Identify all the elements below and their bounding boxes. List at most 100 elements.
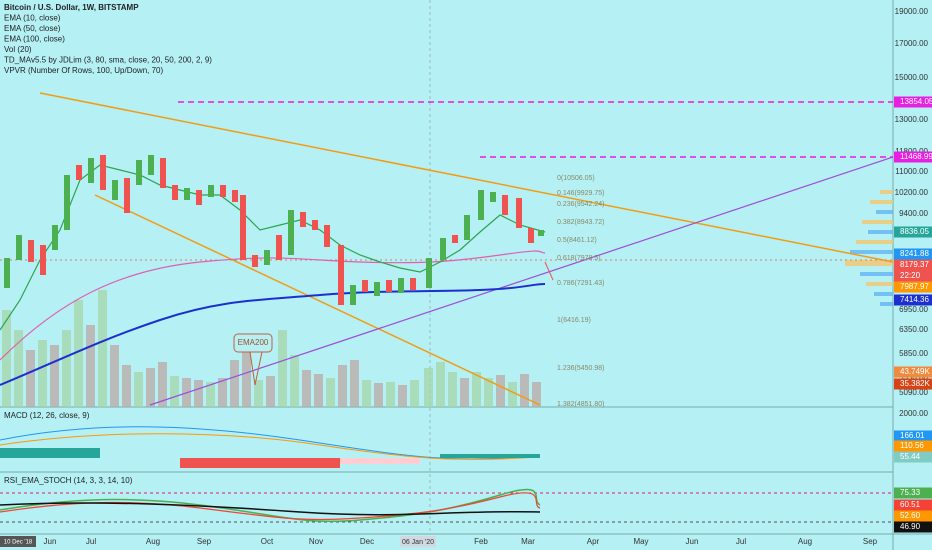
time-label: 06 Jan '20 xyxy=(402,539,434,546)
ema-50 xyxy=(0,250,546,361)
price-tag-label: 7414.36 xyxy=(900,295,929,304)
price-tag xyxy=(894,96,932,108)
time-label: Apr xyxy=(587,537,600,546)
indicator-legend: Vol (20) xyxy=(4,45,32,54)
price-tag-label: 35.382K xyxy=(900,379,930,388)
time-label: Oct xyxy=(261,537,274,546)
macd-axis-label: 2000.00 xyxy=(899,409,928,418)
price-tag-label: 46.90 xyxy=(900,522,921,531)
indicator-legend: EMA (10, close) xyxy=(4,14,61,23)
price-tag-label: 8179.37 xyxy=(900,260,929,269)
trend-line xyxy=(149,156,894,406)
time-label: May xyxy=(633,537,648,546)
price-tag xyxy=(894,259,932,271)
price-label: 5850.00 xyxy=(899,349,928,358)
trend-line xyxy=(39,92,894,263)
price-tag-label: 52.60 xyxy=(900,511,921,520)
time-label: Nov xyxy=(309,537,323,546)
time-label: Aug xyxy=(798,537,812,546)
price-tag xyxy=(894,521,932,533)
price-tag xyxy=(894,378,932,390)
time-label: Jul xyxy=(736,537,746,546)
price-label: 10200.00 xyxy=(895,188,929,197)
time-label: Jun xyxy=(686,537,699,546)
price-tag xyxy=(894,270,932,282)
ema-100 xyxy=(0,283,546,386)
price-tag-label: 8836.05 xyxy=(900,227,929,236)
price-label: 5090.00 xyxy=(899,388,928,397)
time-tag xyxy=(0,536,36,547)
annotation-box xyxy=(233,333,273,353)
fib-level: 0.5(8461.12) xyxy=(557,237,597,244)
price-label: 9400.00 xyxy=(899,209,928,218)
time-label: 10 Dec '18 xyxy=(4,540,33,546)
price-tag xyxy=(894,294,932,306)
time-label: Sep xyxy=(197,537,212,546)
arrow xyxy=(544,261,554,281)
fib-level: 1.236(5450.98) xyxy=(557,365,604,372)
time-label: Jul xyxy=(86,537,96,546)
price-tag-label: 43.749K xyxy=(900,367,930,376)
price-tag xyxy=(894,151,932,163)
volume-profile xyxy=(845,190,893,306)
price-label: 6950.00 xyxy=(899,305,928,314)
price-tag xyxy=(894,487,932,499)
fib-level: 1(6416.19) xyxy=(557,317,591,324)
rsi-ema xyxy=(0,502,541,516)
time-label: Feb xyxy=(474,537,488,546)
time-label: Jun xyxy=(44,537,57,546)
fib-level: 0.786(7291.43) xyxy=(557,280,604,287)
price-tag-label: 13854.05 xyxy=(900,97,932,106)
price-tag-label: 75.33 xyxy=(900,488,921,497)
macd-title: MACD (12, 26, close, 9) xyxy=(4,411,90,420)
price-label: 19000.00 xyxy=(895,7,929,16)
price-label: 6350.00 xyxy=(899,325,928,334)
price-label: 15000.00 xyxy=(895,73,929,82)
price-label: 5350.00 xyxy=(899,373,928,382)
price-tag xyxy=(894,281,932,293)
rsi-title: RSI_EMA_STOCH (14, 3, 3, 14, 10) xyxy=(4,476,133,485)
symbol-title: Bitcoin / U.S. Dollar, 1W, BITSTAMP xyxy=(4,3,139,12)
fib-level: 0.146(9929.75) xyxy=(557,190,604,197)
indicator-legend: EMA (100, close) xyxy=(4,35,65,44)
price-tag xyxy=(894,430,932,442)
time-label: Dec xyxy=(360,537,374,546)
price-tag-label: 60.51 xyxy=(900,500,921,509)
price-tag xyxy=(894,226,932,238)
annotation-pointer xyxy=(249,351,263,386)
fib-level: 0.618(7978.5) xyxy=(557,255,601,262)
price-tag xyxy=(894,510,932,522)
price-tag-label: 166.01 xyxy=(900,431,925,440)
price-tag xyxy=(894,366,932,378)
indicator-legend: TD_MAv5.5 by JDLim (3, 80, sma, close, 2… xyxy=(4,56,212,65)
time-label: Mar xyxy=(521,537,535,546)
fib-level: 0(10506.05) xyxy=(557,175,595,182)
time-tag xyxy=(400,536,436,547)
indicator-legend: VPVR (Number Of Rows, 100, Up/Down, 70) xyxy=(4,66,164,75)
price-label: 13000.00 xyxy=(895,115,929,124)
candles xyxy=(4,155,544,305)
price-label: 11000.00 xyxy=(895,167,928,176)
price-label: 17000.00 xyxy=(895,39,929,48)
time-label: Aug xyxy=(146,537,160,546)
annotation: EMA200 xyxy=(238,338,269,347)
price-tag-label: 8241.88 xyxy=(900,249,929,258)
volume xyxy=(2,290,541,407)
price-tag-label: 22:20 xyxy=(900,271,921,280)
price-tag xyxy=(894,440,932,452)
price-tag-label: 7987.97 xyxy=(900,282,929,291)
fib-level: 0.382(8943.72) xyxy=(557,219,604,226)
trend-line xyxy=(94,194,541,406)
price-tag-label: 55.44 xyxy=(900,452,921,461)
time-label: Sep xyxy=(863,537,878,546)
price-tag xyxy=(894,248,932,260)
signal-line xyxy=(0,433,541,460)
price-tag xyxy=(894,499,932,511)
price-tag-label: 11468.99 xyxy=(900,152,932,161)
price-tag xyxy=(894,451,932,463)
indicator-legend: EMA (50, close) xyxy=(4,24,61,33)
fib-level: 1.382(4851.80) xyxy=(557,401,604,408)
rsi-k xyxy=(0,488,541,523)
fib-level: 0.236(9542.24) xyxy=(557,201,604,208)
